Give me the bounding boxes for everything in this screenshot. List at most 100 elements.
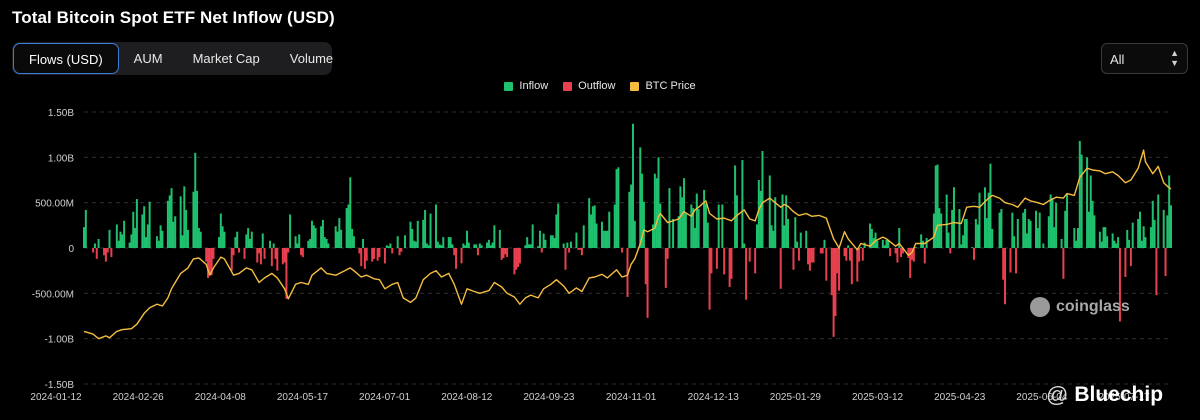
y-tick-label: -500.00M <box>32 289 74 300</box>
outflow-bar <box>391 248 394 254</box>
inflow-bar <box>83 227 85 248</box>
inflow-bar <box>312 225 315 248</box>
inflow-bar <box>334 226 337 248</box>
inflow-bar <box>157 240 160 248</box>
outflow-bar <box>973 248 976 260</box>
inflow-bar <box>683 178 686 248</box>
y-tick-label: 500.00M <box>35 199 74 210</box>
inflow-bar <box>1087 211 1090 248</box>
inflow-bar <box>555 214 558 248</box>
inflow-bar <box>613 204 616 248</box>
outflow-bar <box>907 248 910 258</box>
legend-label-outflow: Outflow <box>578 80 616 92</box>
inflow-bar <box>323 237 326 248</box>
inflow-bar <box>409 221 412 248</box>
outflow-bar <box>212 248 215 259</box>
inflow-bar <box>434 204 437 248</box>
inflow-bar <box>781 194 784 248</box>
inflow-bar <box>951 209 954 248</box>
inflow-bar <box>1078 141 1081 248</box>
inflow-bar <box>706 222 709 248</box>
inflow-bar <box>551 235 554 248</box>
outflow-bar <box>95 248 98 259</box>
inflow-bar <box>1051 198 1054 248</box>
inflow-bar <box>934 165 937 248</box>
x-tick-label: 2024-02-26 <box>113 392 165 403</box>
inflow-bar <box>914 247 917 248</box>
inflow-bar <box>549 235 552 248</box>
inflow-bar <box>641 173 644 248</box>
inflow-bar <box>883 245 886 248</box>
outflow-bar <box>506 248 509 258</box>
inflow-bar <box>1024 209 1027 248</box>
outflow-bar <box>243 248 246 259</box>
inflow-bar <box>695 193 698 248</box>
inflow-bar <box>755 224 758 248</box>
inflow-bar <box>1144 237 1147 248</box>
inflow-bar <box>693 228 696 248</box>
inflow-bar <box>93 243 96 248</box>
inflow-bar <box>960 244 963 248</box>
outflow-bar <box>400 248 403 252</box>
inflow-bar <box>721 204 724 248</box>
btc-price-line <box>83 149 1172 340</box>
inflow-bar <box>1142 226 1145 248</box>
legend-item-outflow[interactable]: Outflow <box>563 80 615 92</box>
outflow-bar <box>580 248 583 256</box>
inflow-bar <box>117 240 120 248</box>
inflow-bar <box>639 147 642 248</box>
outflow-bar <box>730 248 733 279</box>
legend-item-inflow[interactable]: Inflow <box>504 80 548 92</box>
inflow-bar <box>704 203 707 248</box>
inflow-bar <box>1166 215 1169 248</box>
legend-swatch-btc-price <box>630 81 640 91</box>
legend-item-btc-price[interactable]: BTC Price <box>630 80 696 92</box>
outflow-bar <box>715 248 718 269</box>
inflow-bar <box>1027 218 1030 248</box>
outflow-bar <box>453 248 456 256</box>
inflow-bar <box>1086 157 1089 248</box>
inflow-bar <box>847 245 850 248</box>
inflow-bar <box>538 230 541 248</box>
inflow-bar <box>920 234 923 248</box>
inflow-bar <box>247 228 250 248</box>
inflow-bar <box>991 228 994 248</box>
outflow-bar <box>949 248 952 254</box>
range-select[interactable]: All ▲ ▼ <box>1101 43 1188 74</box>
inflow-bar <box>179 196 182 248</box>
inflow-bar <box>362 238 365 248</box>
outflow-bar <box>238 248 241 253</box>
outflow-bar <box>911 248 914 260</box>
tab-volume[interactable]: Volume <box>289 51 334 66</box>
inflow-bar <box>429 213 432 248</box>
tab-market-cap[interactable]: Market Cap <box>192 51 260 66</box>
inflow-bar <box>219 213 222 248</box>
inflow-bar <box>785 195 788 248</box>
inflow-bar <box>684 213 687 248</box>
inflow-bar <box>1157 194 1160 248</box>
inflow-bar <box>493 225 496 248</box>
outflow-bar <box>287 248 290 253</box>
inflow-bar <box>971 247 974 248</box>
inflow-bar <box>735 195 738 248</box>
inflow-bar <box>528 244 531 248</box>
outflow-bar <box>807 248 810 265</box>
outflow-bar <box>455 248 458 269</box>
tab-flows-usd[interactable]: Flows (USD) <box>13 43 119 74</box>
outflow-bar <box>518 248 521 264</box>
chevron-updown-icon: ▲ ▼ <box>1170 48 1179 68</box>
inflow-bar <box>566 242 569 248</box>
inflow-bar <box>1025 233 1028 248</box>
inflow-bar <box>557 203 560 248</box>
inflow-bar <box>416 220 419 248</box>
inflow-bar <box>542 233 545 248</box>
outflow-bar <box>276 248 279 271</box>
chart-title: Total Bitcoin Spot ETF Net Inflow (USD) <box>12 8 335 27</box>
inflow-bar <box>697 209 700 248</box>
inflow-bar <box>119 231 122 248</box>
inflow-bar <box>1066 193 1069 248</box>
inflow-bar <box>593 205 596 248</box>
view-tabs: Flows (USD) AUM Market Cap Volume <box>12 42 333 75</box>
inflow-bar <box>1113 240 1116 248</box>
tab-aum[interactable]: AUM <box>133 51 163 66</box>
